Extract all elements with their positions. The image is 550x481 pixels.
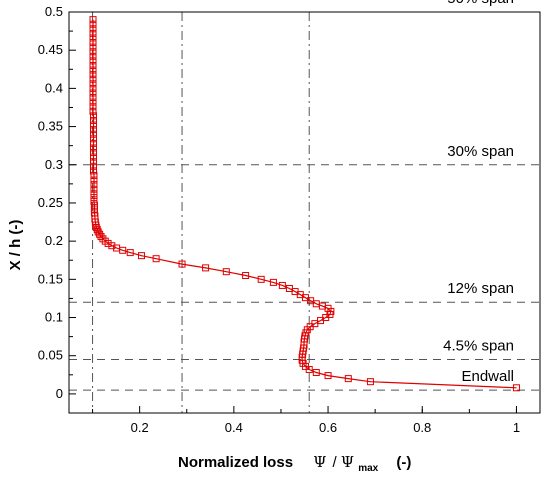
y-tick-label-9: 0.45	[38, 42, 63, 57]
series-point	[108, 242, 116, 250]
series-point	[89, 61, 97, 69]
annotation-0: 50% span	[447, 0, 514, 7]
series-point	[512, 384, 520, 392]
series-point	[202, 264, 210, 272]
y-axis-ticks: 0 0.05 0.1 0.15 0.2 0.25 0.3 0.35 0.4 0.45 0.5	[38, 4, 76, 401]
series-point	[89, 158, 97, 166]
y-tick-label-8: 0.4	[45, 80, 63, 95]
series-point	[90, 171, 98, 179]
series-point	[312, 369, 320, 377]
series-point	[89, 116, 97, 124]
series-point	[89, 71, 97, 79]
y-tick-label-0: 0	[56, 386, 63, 401]
series-point	[222, 268, 230, 276]
span-annotations: 50% span 30% span 12% span 4.5% span Endwall	[443, 0, 514, 385]
series-point	[89, 80, 97, 88]
series-point	[104, 239, 112, 247]
series-point	[89, 29, 97, 37]
series-point	[90, 205, 98, 213]
annotation-1: 30% span	[447, 143, 514, 160]
series-point	[89, 153, 97, 161]
series-point	[89, 126, 97, 134]
x-tick-label-3: 0.8	[413, 420, 431, 435]
series-point	[305, 365, 313, 373]
series-point	[90, 181, 98, 189]
series-point	[242, 272, 250, 280]
series-point	[278, 281, 286, 289]
x-tick-label-0: 0.2	[131, 420, 149, 435]
series-point	[89, 121, 97, 129]
series-point	[89, 84, 97, 92]
series-point	[89, 139, 97, 147]
y-tick-label-2: 0.1	[45, 310, 63, 325]
series-point	[90, 201, 98, 209]
series-point	[89, 162, 97, 170]
x-tick-label-4: 1	[513, 420, 520, 435]
series-point	[90, 176, 98, 184]
series-point	[366, 378, 374, 386]
series-point	[89, 103, 97, 111]
series-point	[324, 372, 332, 380]
series-point	[126, 249, 134, 257]
y-tick-label-10: 0.5	[45, 4, 63, 19]
series-point	[152, 255, 160, 263]
series-point	[89, 107, 97, 115]
series-point	[89, 43, 97, 51]
annotation-2: 12% span	[447, 280, 514, 297]
series-point	[89, 112, 97, 120]
series-point	[90, 197, 98, 205]
series-point	[89, 25, 97, 33]
series-point	[178, 260, 186, 268]
series-point	[89, 48, 97, 56]
y-tick-label-3: 0.15	[38, 271, 63, 286]
series-point	[89, 66, 97, 74]
series-point	[89, 94, 97, 102]
x-tick-label-2: 0.6	[319, 420, 337, 435]
series-point	[89, 167, 97, 175]
series-point	[89, 75, 97, 83]
series-point	[344, 375, 352, 383]
x-axis-ticks: 0.2 0.4 0.6 0.8 1	[92, 406, 520, 435]
series-point	[89, 39, 97, 47]
series-point	[89, 57, 97, 65]
series-point	[269, 278, 277, 286]
y-tick-label-1: 0.05	[38, 348, 63, 363]
series-point	[89, 144, 97, 152]
series-point	[257, 275, 265, 283]
series-point	[89, 52, 97, 60]
series-point	[89, 89, 97, 97]
annotation-3: 4.5% span	[443, 338, 514, 355]
y-tick-label-4: 0.2	[45, 233, 63, 248]
series-point	[119, 246, 127, 254]
series-point	[89, 135, 97, 143]
series-point	[92, 223, 100, 231]
y-tick-label-6: 0.3	[45, 157, 63, 172]
y-axis-title: X / h (-)	[7, 220, 24, 271]
y-tick-label-7: 0.35	[38, 119, 63, 134]
series-point	[90, 194, 98, 202]
annotation-4: Endwall	[461, 368, 514, 385]
series-point	[93, 226, 101, 234]
series-point	[89, 130, 97, 138]
series-point	[89, 149, 97, 157]
series-point	[89, 98, 97, 106]
series-layer	[89, 16, 520, 392]
y-tick-label-5: 0.25	[38, 195, 63, 210]
x-tick-label-1: 0.4	[225, 420, 243, 435]
series-point	[89, 20, 97, 28]
plot-frame	[68, 11, 541, 414]
x-axis-title: Normalized loss Ψ / Ψ max (-)	[178, 453, 411, 475]
series-point	[138, 252, 146, 260]
series-point	[90, 185, 98, 193]
series-point	[97, 233, 105, 241]
series-point	[90, 190, 98, 198]
series-point	[89, 34, 97, 42]
series-point	[99, 235, 107, 243]
series-point	[89, 16, 97, 24]
